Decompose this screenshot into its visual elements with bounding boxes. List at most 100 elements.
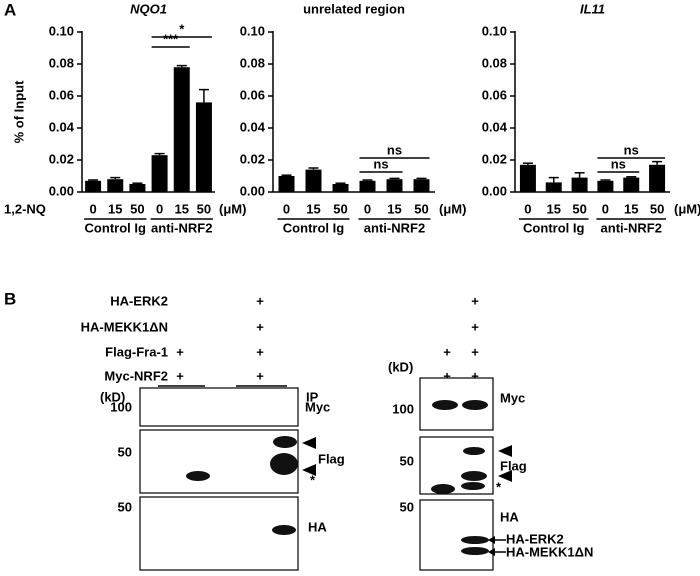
plus: + — [256, 368, 264, 383]
blot-label: HA — [500, 509, 519, 524]
chart-title: IL11 — [580, 1, 605, 16]
x-tick-label: 0 — [602, 201, 609, 216]
marker: 50 — [118, 444, 132, 459]
blot — [139, 387, 299, 427]
y-tick-label: 0.04 — [482, 119, 508, 134]
significance-label: *** — [163, 31, 179, 46]
plus: + — [256, 293, 264, 308]
x-tick-label: 15 — [547, 201, 561, 216]
marker: 50 — [400, 453, 414, 468]
plus: + — [176, 368, 184, 383]
arrowhead — [302, 437, 316, 449]
ip-label: IP — [306, 389, 319, 404]
chart-title: unrelated region — [303, 1, 405, 16]
y-tick-label: 0.10 — [240, 23, 265, 38]
band — [432, 400, 458, 410]
marker: 50 — [118, 499, 132, 514]
unit-label: (μM) — [674, 201, 700, 216]
x-tick-label: 50 — [333, 201, 347, 216]
bar — [649, 164, 666, 192]
bar — [519, 164, 536, 192]
x-tick-label: 0 — [524, 201, 531, 216]
group-label: Control Ig — [523, 220, 584, 235]
band — [461, 482, 485, 490]
group-label: Control Ig — [283, 220, 344, 235]
plus: + — [471, 368, 479, 383]
band — [461, 471, 487, 481]
treatment-label: HA-ERK2 — [110, 293, 168, 308]
bar — [386, 179, 403, 192]
x-tick-label: 0 — [283, 201, 290, 216]
x-tick-label: 15 — [175, 201, 189, 216]
blot — [419, 499, 494, 571]
treatment-label: Flag-Fra-1 — [105, 344, 168, 359]
treatment-label: HA-MEKK1ΔN — [81, 319, 168, 334]
significance-label: ns — [611, 156, 626, 171]
marker: 100 — [392, 401, 414, 416]
bar — [151, 155, 168, 192]
y-axis-label: % of Input — [11, 80, 26, 143]
y-tick-label: 0.06 — [49, 87, 74, 102]
blot-label: Flag — [318, 451, 345, 466]
bar — [597, 180, 614, 192]
blot-label: Myc — [305, 399, 330, 414]
group-label: anti-NRF2 — [601, 220, 662, 235]
plus: + — [443, 368, 451, 383]
x-tick-label: 15 — [624, 201, 638, 216]
y-tick-label: 0.00 — [49, 183, 74, 198]
band-label: HA-MEKK1ΔN — [506, 544, 593, 559]
group-label: anti-NRF2 — [364, 220, 425, 235]
bar — [413, 179, 430, 192]
bar — [359, 180, 376, 192]
plus: + — [443, 344, 451, 359]
panel-label: B — [4, 289, 16, 308]
band — [461, 536, 489, 544]
y-tick-label: 0.08 — [240, 55, 265, 70]
bar — [332, 184, 349, 192]
bar — [571, 177, 588, 192]
y-tick-label: 0.00 — [482, 183, 507, 198]
bar — [85, 180, 102, 192]
y-tick-label: 0.02 — [240, 151, 265, 166]
unit-label: (μM) — [439, 201, 466, 216]
significance-label: ns — [373, 156, 388, 171]
y-tick-label: 0.00 — [240, 183, 265, 198]
significance-label: ns — [387, 142, 402, 157]
significance-label: * — [179, 21, 185, 36]
treatment-label: Myc-NRF2 — [104, 368, 168, 383]
band — [270, 453, 298, 475]
bar — [545, 182, 562, 192]
blot-label: HA — [308, 519, 327, 534]
x-tick-label: 50 — [414, 201, 428, 216]
marker: 100 — [110, 399, 132, 414]
y-tick-label: 0.02 — [49, 151, 74, 166]
band — [272, 525, 296, 535]
x-tick-label: 0 — [364, 201, 371, 216]
band-label: HA-ERK2 — [506, 531, 564, 546]
kd-label: (kD) — [388, 359, 413, 374]
panel-label: A — [4, 0, 16, 19]
blot-label: Myc — [500, 390, 525, 405]
marker: 50 — [400, 499, 414, 514]
bar — [107, 179, 124, 192]
plus: + — [256, 344, 264, 359]
band — [461, 547, 489, 555]
x-tick-label: 15 — [306, 201, 320, 216]
arrowhead — [498, 470, 512, 482]
x-tick-label: 15 — [387, 201, 401, 216]
band — [273, 436, 297, 448]
plus: + — [176, 344, 184, 359]
x-tick-label: 50 — [197, 201, 211, 216]
y-tick-label: 0.02 — [482, 151, 507, 166]
chart-title: NQO1 — [130, 1, 167, 16]
x-tick-label: 50 — [130, 201, 144, 216]
x-tick-label: 15 — [108, 201, 122, 216]
plus: + — [471, 293, 479, 308]
bar — [195, 102, 212, 192]
band — [463, 447, 485, 455]
x-tick-label: 0 — [156, 201, 163, 216]
band — [431, 484, 455, 494]
y-tick-label: 0.04 — [49, 119, 75, 134]
note: * — [310, 472, 316, 487]
